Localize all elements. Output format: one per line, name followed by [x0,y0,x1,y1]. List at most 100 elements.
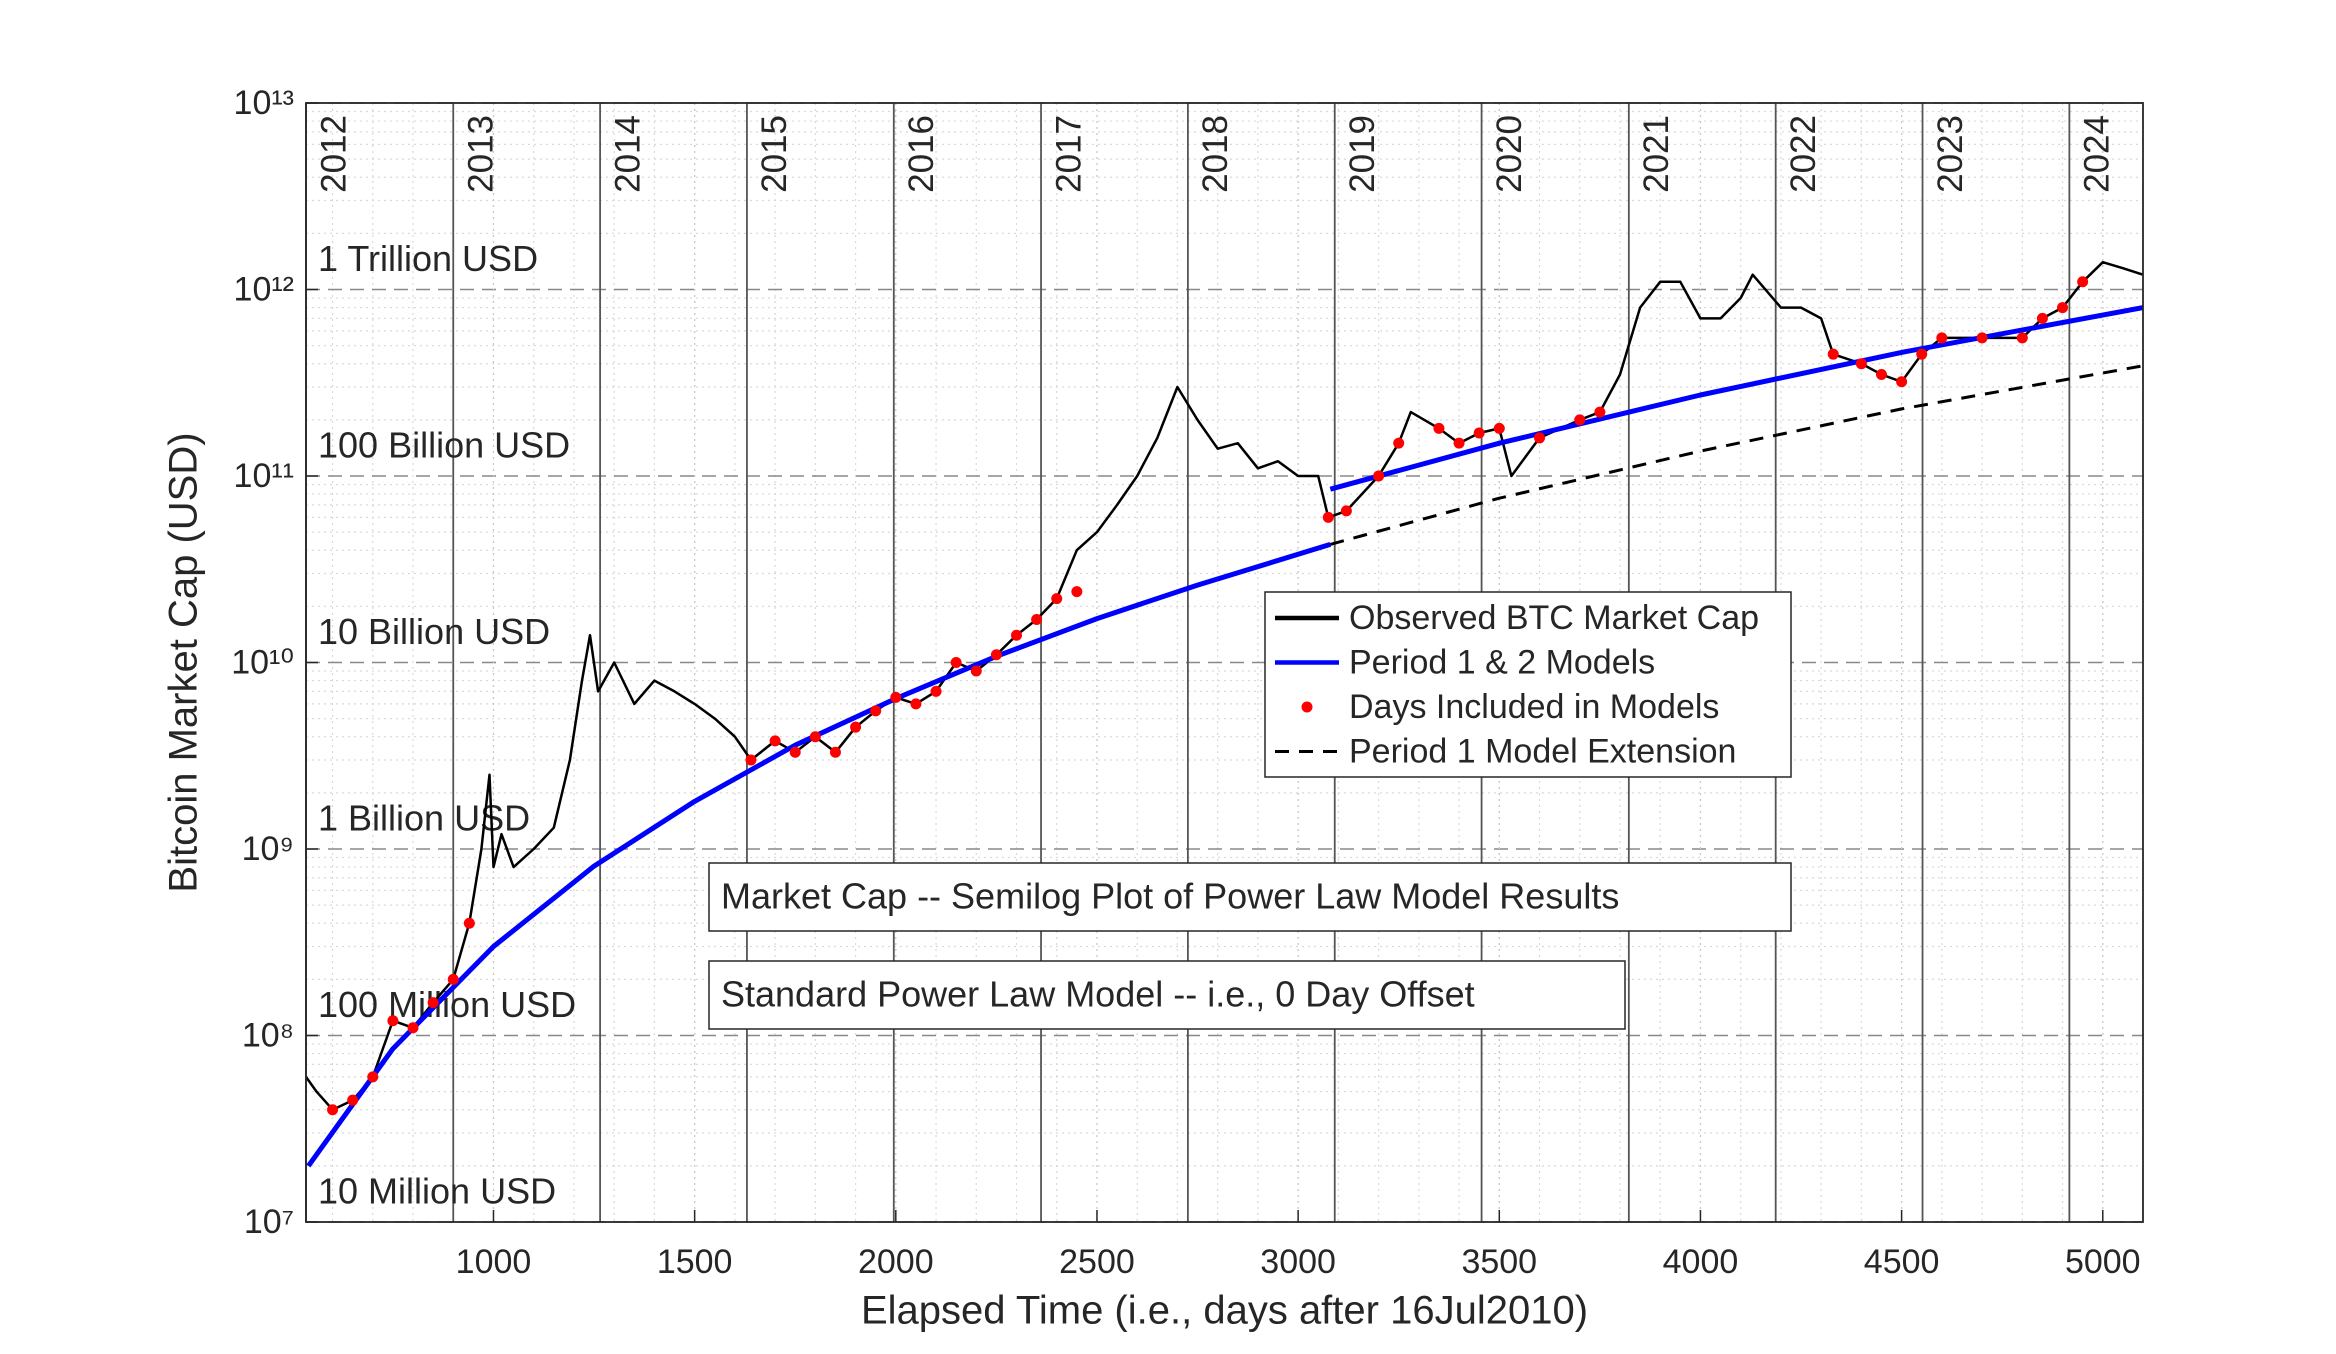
data-point [745,754,757,766]
year-label: 2016 [902,115,941,193]
data-point [870,705,882,717]
data-point [1936,332,1948,344]
data-point [2036,312,2048,324]
data-point [1594,406,1606,418]
data-point [387,1015,399,1027]
x-tick-label: 3000 [1260,1243,1336,1281]
data-point [1393,437,1405,449]
level-label: 1 Trillion USD [318,238,538,279]
data-point [829,746,841,758]
data-point [447,973,459,985]
y-tick-label: 10⁸ [242,1016,294,1054]
level-label: 10 Million USD [318,1171,556,1212]
x-tick-label: 2000 [858,1243,934,1281]
level-label: 1 Billion USD [318,798,530,839]
annotation: Standard Power Law Model -- i.e., 0 Day … [721,974,1475,1015]
x-tick-label: 4500 [1864,1243,1940,1281]
annotation-box [708,862,1792,932]
x-tick-label: 3500 [1461,1243,1537,1281]
data-point [1071,586,1083,598]
annotation: Market Cap -- Semilog Plot of Power Law … [721,876,1619,917]
data-point [1031,614,1043,626]
year-label: 2013 [461,115,500,193]
data-point [1433,422,1445,434]
data-point [2077,276,2089,288]
data-point [990,649,1002,661]
y-tick-label: 10¹¹ [234,457,294,495]
x-axis-label: Elapsed Time (i.e., days after 16Jul2010… [861,1289,1588,1333]
data-point [1976,332,1988,344]
series-layer [306,260,2143,1168]
data-point [1855,358,1867,370]
level-label: 100 Billion USD [318,425,570,466]
data-point [463,917,475,929]
y-tick-label: 10¹⁰ [231,643,294,681]
year-label: 2020 [1490,115,1529,193]
data-point [2057,302,2069,314]
y-tick-label: 10⁹ [242,830,294,868]
x-tick-label: 2500 [1059,1243,1135,1281]
data-point [1340,505,1352,517]
data-point [1010,629,1022,641]
y-axis-label: Bitcoin Market Cap (USD) [162,432,206,892]
data-point [1051,593,1063,605]
data-point [1473,427,1485,439]
plot-frame [305,102,2144,1223]
data-point [1916,348,1928,360]
legend-marker [1301,701,1313,713]
legend-label: Period 1 & 2 Models [1349,643,1655,681]
data-point [1875,369,1887,381]
data-point [347,1094,359,1106]
x-tick-label: 4000 [1663,1243,1739,1281]
annotation-box [708,960,1626,1030]
data-point [1322,511,1334,523]
x-tick-label: 5000 [2065,1243,2141,1281]
year-label: 2024 [2078,115,2117,193]
data-point [890,691,902,703]
data-point [930,685,942,697]
year-label: 2017 [1049,115,1088,193]
data-point [367,1071,379,1083]
legend-label: Period 1 Model Extension [1349,732,1736,770]
data-point [1896,376,1908,388]
series-line [306,260,2143,1111]
data-point [970,665,982,677]
data-point [1574,414,1586,426]
legend-box [1264,591,1792,778]
data-point [2016,332,2028,344]
data-point [407,1022,419,1034]
data-point [427,997,439,1009]
level-label: 10 Billion USD [318,611,550,652]
data-point [1373,470,1385,482]
data-point [1453,437,1465,449]
data-point [327,1104,339,1116]
plot: 10⁷ 10⁸ 10⁹ 10¹⁰ 10¹¹ 10¹² 10¹³ 1000 1500 2000 250… [162,84,2144,1333]
year-label: 2018 [1196,115,1235,193]
y-tick-label: 10¹³ [234,84,294,122]
data-point [1827,348,1839,360]
data-point [950,657,962,668]
x-tick-label: 1000 [456,1243,532,1281]
legend-label: Observed BTC Market Cap [1349,599,1759,637]
legend-label: Days Included in Models [1349,688,1719,726]
year-label: 2015 [755,115,794,193]
data-point [910,698,922,710]
year-label: 2023 [1931,115,1970,193]
data-point [789,746,801,758]
data-point [850,721,862,733]
year-label: 2021 [1637,115,1676,193]
year-label: 2019 [1343,115,1382,193]
y-tick-label: 10⁷ [244,1203,294,1241]
data-point [769,735,781,747]
y-tick-label: 10¹² [234,270,294,308]
data-point [1534,432,1546,444]
x-tick-label: 1500 [657,1243,733,1281]
year-label: 2022 [1784,115,1823,193]
data-point [1493,422,1505,434]
year-label: 2014 [608,115,647,193]
year-label: 2012 [314,115,353,193]
data-point [809,731,821,743]
